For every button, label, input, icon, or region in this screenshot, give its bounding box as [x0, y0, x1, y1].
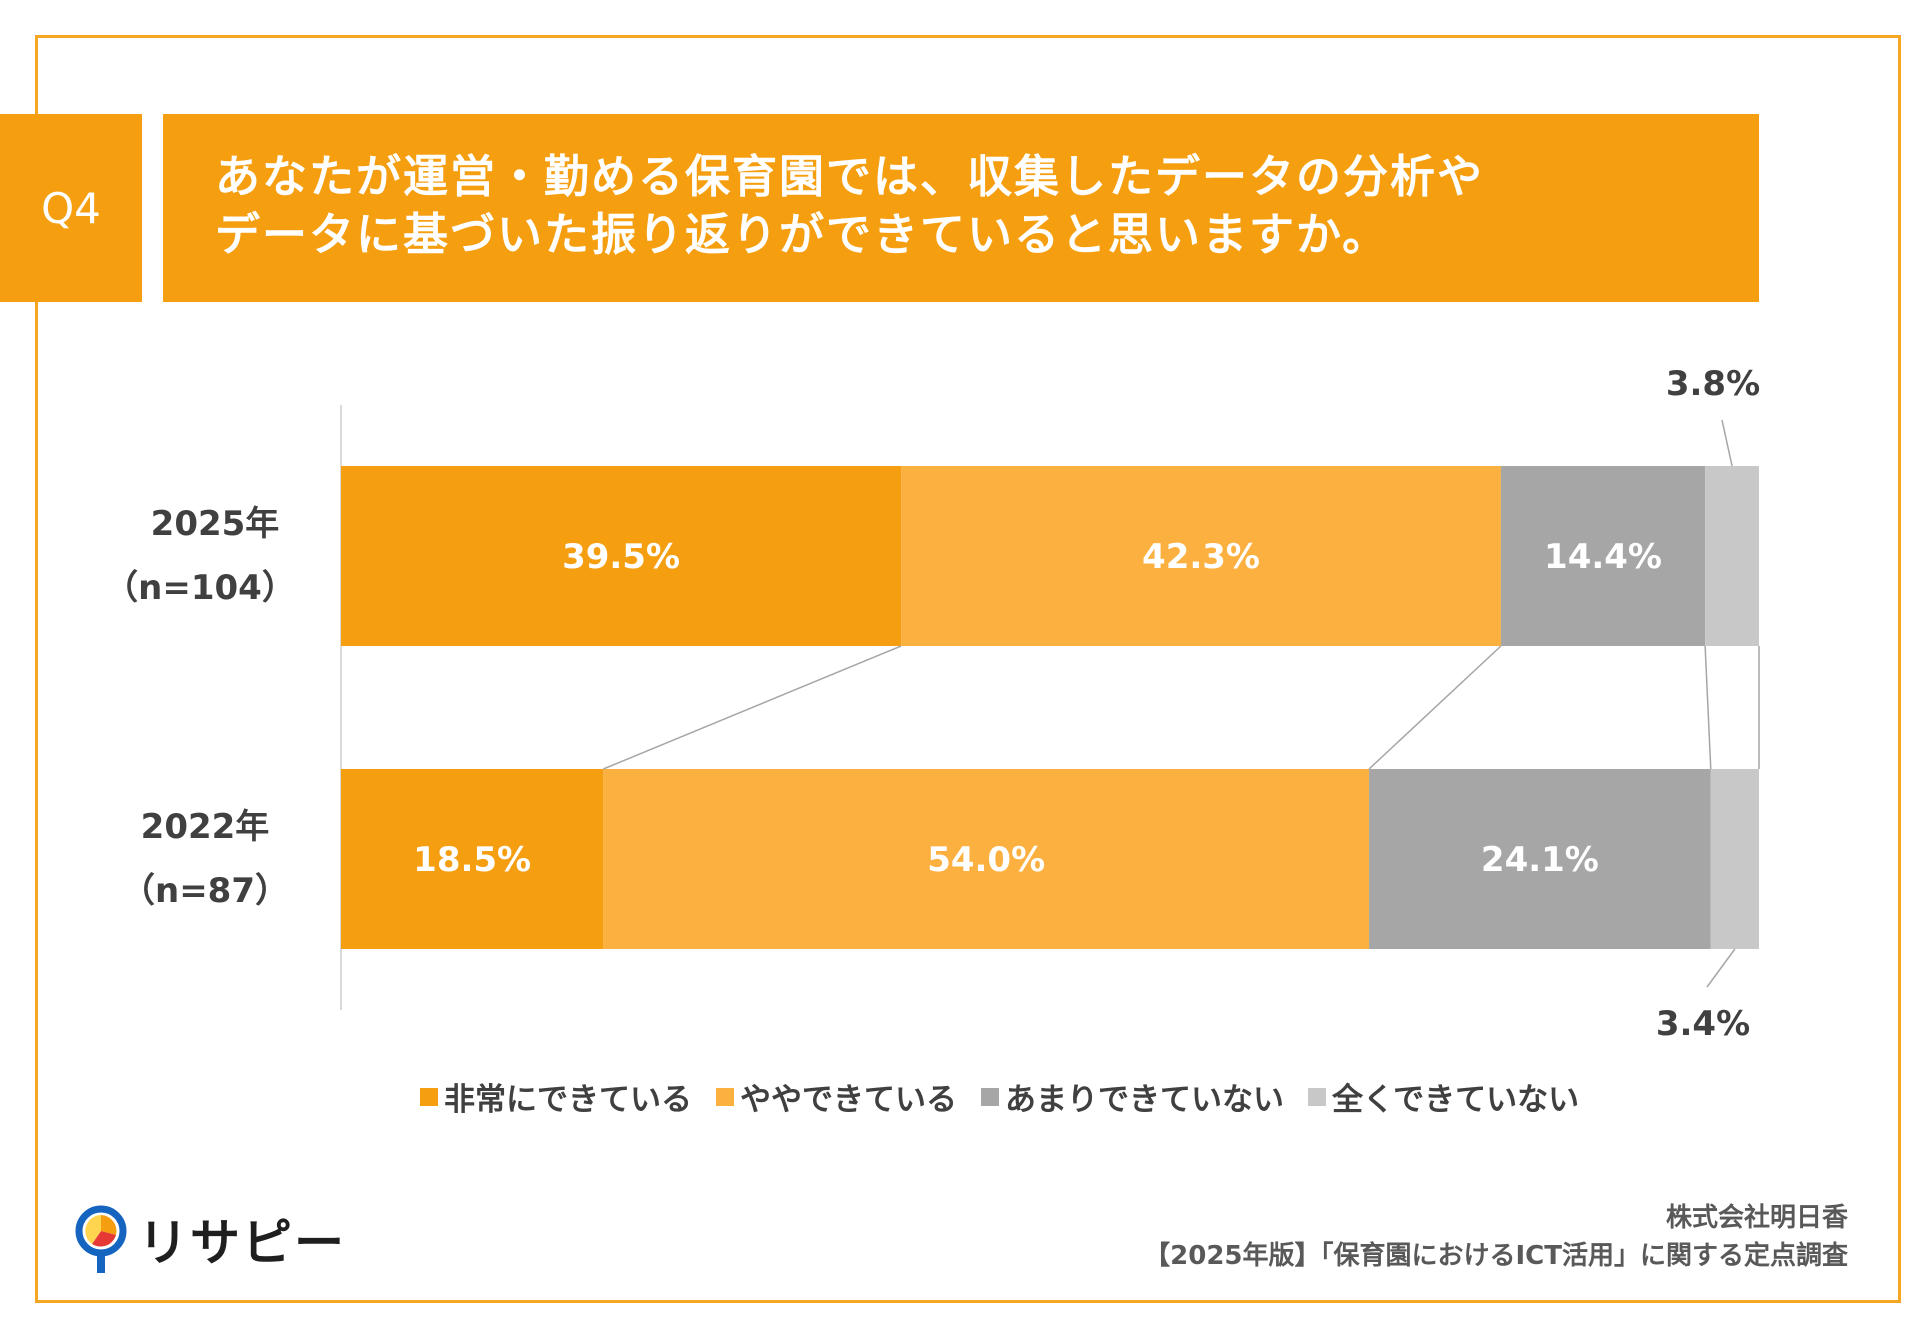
connector-line	[603, 645, 902, 770]
legend-label: 非常にできている	[444, 1082, 692, 1118]
data-label: 14.4%	[1544, 537, 1662, 577]
legend: 非常にできている ややできている あまりできていない 全くできていない	[420, 1074, 1579, 1119]
question-line-2: データに基づいた振り返りができていると思いますか。	[215, 208, 1390, 261]
bar-segment	[341, 466, 902, 646]
category-label: 2025年	[151, 504, 280, 544]
survey-name: 【2025年版】「保育園におけるICT活用」に関する定点調査	[1144, 1241, 1848, 1271]
chart-frame	[35, 35, 1901, 1303]
legend-swatch	[420, 1087, 438, 1106]
data-label: 18.5%	[413, 840, 531, 880]
legend-label: あまりできていない	[1005, 1082, 1284, 1118]
data-label: 3.4%	[1656, 1004, 1750, 1044]
category-n-label: （n=87）	[121, 871, 289, 911]
data-label: 42.3%	[1142, 537, 1260, 577]
question-badge: Q4	[0, 114, 142, 302]
connector-line	[1368, 645, 1502, 770]
category-n-label: （n=104）	[104, 568, 296, 608]
bar-segment	[1705, 466, 1759, 646]
legend-item: あまりできていない	[981, 1074, 1284, 1119]
map-pin-logo-icon	[75, 1205, 127, 1273]
data-label: 24.1%	[1481, 840, 1599, 880]
source-note: 株式会社明日香 【2025年版】「保育園におけるICT活用」に関する定点調査	[1144, 1199, 1848, 1275]
bar-segment	[341, 769, 604, 949]
legend-item: 非常にできている	[420, 1074, 692, 1119]
legend-swatch	[716, 1087, 734, 1106]
question-number: Q4	[41, 183, 101, 233]
bar-segment	[1369, 769, 1711, 949]
bar-segment	[1710, 769, 1759, 949]
bar-segment	[901, 466, 1501, 646]
leader-line	[1721, 419, 1733, 467]
data-label: 39.5%	[562, 537, 680, 577]
data-label: 54.0%	[927, 840, 1045, 880]
legend-swatch	[981, 1087, 999, 1106]
leader-line	[1706, 948, 1736, 988]
connector-line	[1704, 645, 1712, 770]
logo-text: リサピー	[138, 1214, 346, 1272]
data-label: 3.8%	[1666, 364, 1760, 404]
bar-segment	[603, 769, 1370, 949]
legend-item: ややできている	[716, 1074, 957, 1119]
category-label: 2022年	[141, 807, 270, 847]
question-line-1: あなたが運営・勤める保育園では、収集したデータの分析や	[215, 150, 1485, 203]
question-title: あなたが運営・勤める保育園では、収集したデータの分析や データに基づいた振り返り…	[163, 114, 1759, 302]
legend-swatch	[1308, 1087, 1326, 1106]
legend-label: 全くできていない	[1332, 1082, 1580, 1118]
company-name: 株式会社明日香	[1665, 1203, 1848, 1233]
bar-segment	[1500, 466, 1706, 646]
legend-item: 全くできていない	[1308, 1074, 1579, 1119]
legend-label: ややできている	[740, 1082, 957, 1118]
logo: リサピー	[72, 1203, 346, 1275]
